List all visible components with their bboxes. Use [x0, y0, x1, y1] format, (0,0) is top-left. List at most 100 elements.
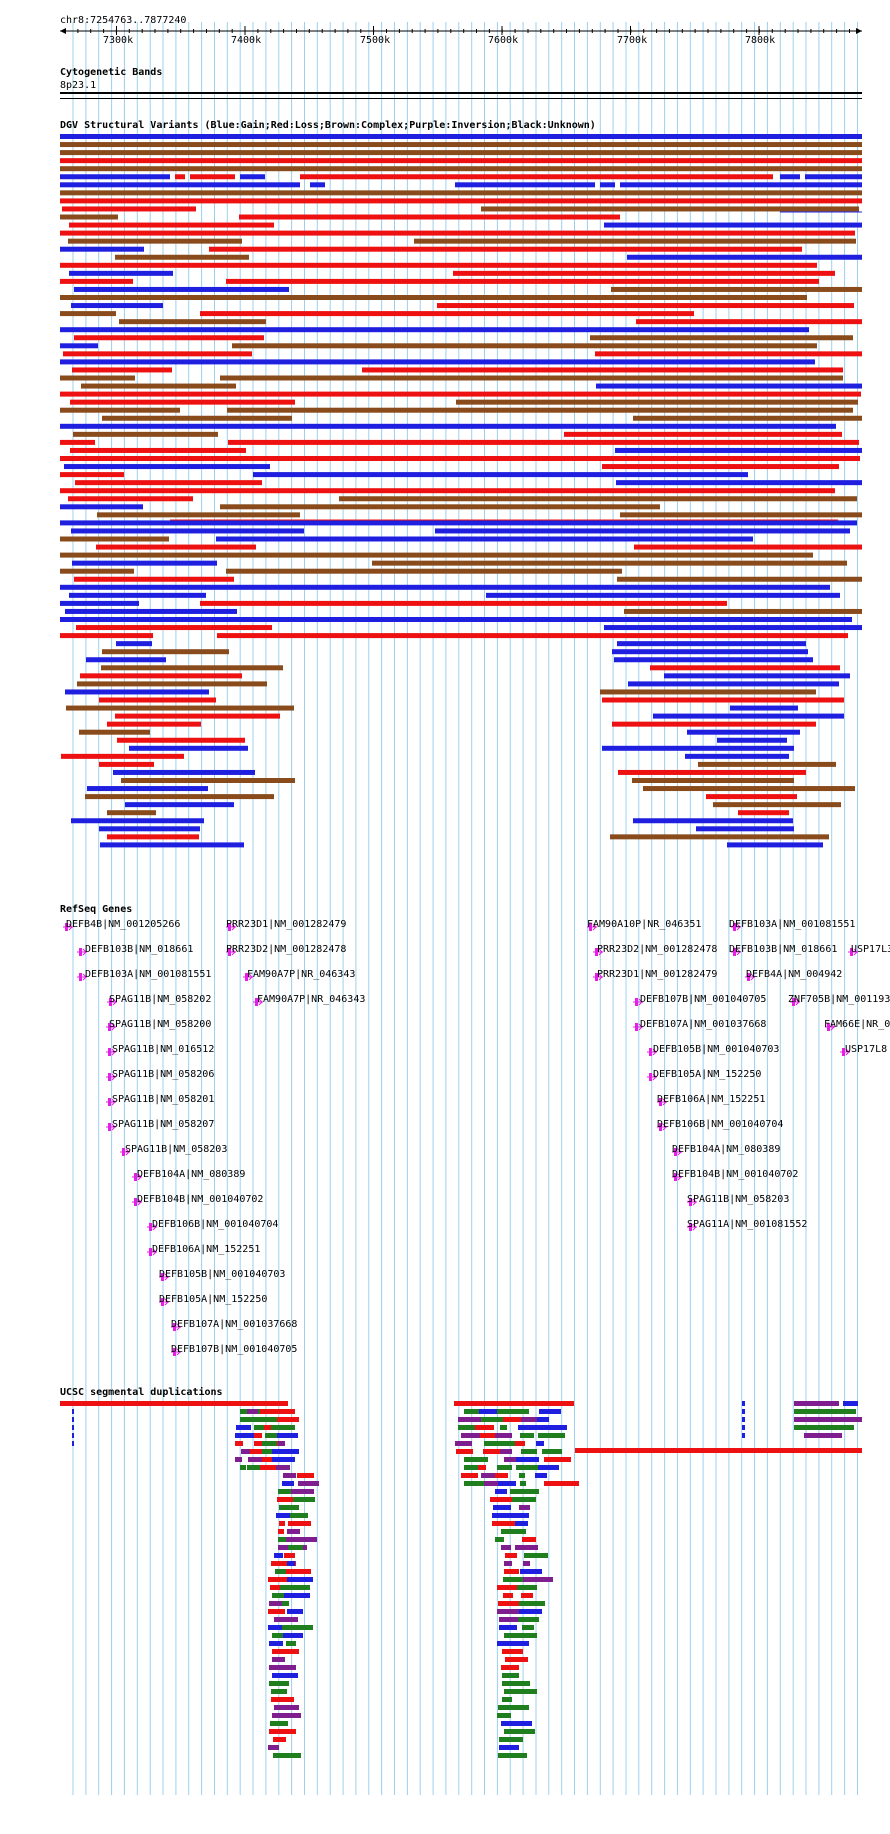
gene-label[interactable]: DEFB103B|NM_018661	[85, 944, 194, 955]
dgv-variant-bar	[600, 182, 615, 188]
dgv-variant-bar	[76, 625, 272, 631]
gene-exon-block	[108, 1023, 111, 1031]
segdup-bar	[505, 1657, 528, 1662]
gene-label[interactable]: DEFB103A|NM_001081551	[85, 969, 212, 980]
gene-label[interactable]: DEFB104A|NM_080389	[137, 1169, 246, 1180]
segdup-bar	[516, 1457, 539, 1462]
dgv-variant-bar	[70, 399, 295, 405]
dgv-variant-bar	[74, 286, 289, 292]
gene-label[interactable]: DEFB105B|NM_001040703	[653, 1044, 780, 1055]
dgv-variant-bar	[226, 568, 622, 574]
gene-label[interactable]: SPAG11B|NM_058203	[125, 1144, 228, 1155]
segdup-bar	[492, 1513, 522, 1518]
gene-label[interactable]: DEFB104A|NM_080389	[672, 1144, 781, 1155]
track-title-refseq[interactable]: RefSeq Genes	[60, 904, 133, 915]
segdup-bar	[268, 1625, 286, 1630]
segdup-bar	[271, 1697, 294, 1702]
gene-label[interactable]: DEFB4B|NM_001205266	[66, 919, 181, 930]
gene-label[interactable]: DEFB104B|NM_001040702	[137, 1194, 264, 1205]
gene-label[interactable]: DEFB103B|NM_018661	[729, 944, 838, 955]
gene-label[interactable]: DEFB105B|NM_001040703	[159, 1269, 286, 1280]
gene-label[interactable]: ZNF705B|NM_001193	[788, 994, 890, 1005]
track-title-dgv[interactable]: DGV Structural Variants (Blue:Gain;Red:L…	[60, 120, 596, 131]
gene-label[interactable]: SPAG11B|NM_058203	[687, 1194, 790, 1205]
gene-label[interactable]: PRR23D1|NM_001282479	[597, 969, 718, 980]
dgv-variant-bar	[617, 576, 862, 582]
segdup-bar	[279, 1521, 285, 1526]
dgv-variant-bar	[62, 206, 196, 212]
segdup-bar	[271, 1689, 287, 1694]
dgv-variant-bar	[99, 761, 154, 767]
gene-label[interactable]: FAM66E|NR_0	[824, 1019, 890, 1030]
segdup-bar	[504, 1561, 512, 1566]
gene-label[interactable]: SPAG11B|NM_058201	[112, 1094, 215, 1105]
segdup-bar	[490, 1497, 519, 1502]
segdup-bar	[483, 1449, 510, 1454]
segdup-bar	[504, 1729, 535, 1734]
segdup-bar	[500, 1449, 512, 1454]
segdup-bar	[495, 1433, 512, 1438]
gene-label[interactable]: SPAG11B|NM_058206	[112, 1069, 215, 1080]
segdup-bar	[519, 1601, 545, 1606]
gene-label[interactable]: USP17L8	[845, 1044, 888, 1055]
gene-label[interactable]: DEFB105A|NM_152250	[159, 1294, 268, 1305]
gene-label[interactable]: SPAG11B|NM_058207	[112, 1119, 215, 1130]
segdup-bar	[282, 1625, 313, 1630]
gene-label[interactable]: DEFB106B|NM_001040704	[152, 1219, 279, 1230]
gene-label[interactable]: SPAG11B|NM_016512	[112, 1044, 215, 1055]
dgv-variant-bar	[80, 673, 242, 679]
gene-label[interactable]: DEFB107A|NM_001037668	[640, 1019, 767, 1030]
gene-label[interactable]: SPAG11B|NM_058202	[109, 994, 212, 1005]
dgv-variant-bar	[86, 657, 166, 663]
gene-label[interactable]: DEFB106A|NM_152251	[152, 1244, 261, 1255]
dgv-variant-bar	[60, 423, 836, 429]
dgv-variant-bar	[604, 625, 862, 631]
dgv-variant-bar	[612, 721, 816, 727]
dgv-variant-bar	[228, 439, 859, 445]
gene-label[interactable]: USP17L3	[851, 944, 890, 955]
gene-label[interactable]: DEFB106B|NM_001040704	[657, 1119, 784, 1130]
gene-strand-arrow	[592, 923, 597, 931]
gene-strand-arrow	[662, 1123, 667, 1131]
gene-label[interactable]: DEFB107B|NM_001040705	[640, 994, 767, 1005]
dgv-variant-bar	[72, 367, 172, 373]
dgv-variant-bar	[227, 407, 853, 413]
dgv-variant-bar	[60, 311, 116, 317]
segdup-bar	[270, 1721, 288, 1726]
segdup-bar	[479, 1409, 498, 1414]
dgv-variant-bar	[60, 327, 809, 333]
dgv-variant-bar	[300, 174, 773, 180]
dgv-variant-bar	[240, 174, 265, 180]
gene-label[interactable]: DEFB4A|NM_004942	[746, 969, 843, 980]
gene-strand-arrow	[736, 948, 741, 956]
segdup-bar	[461, 1433, 480, 1438]
dgv-variant-bar	[61, 753, 184, 759]
gene-label[interactable]: DEFB105A|NM_152250	[653, 1069, 762, 1080]
segdup-bar	[461, 1473, 478, 1478]
gene-label[interactable]: SPAG11B|NM_058200	[109, 1019, 212, 1030]
segdup-bar	[519, 1473, 525, 1478]
dgv-variant-bar	[60, 134, 862, 139]
gene-label[interactable]: FAM90A10P|NR_046351	[587, 919, 702, 930]
dgv-variant-bar	[60, 182, 300, 188]
segdup-bar	[287, 1561, 295, 1566]
dgv-variant-bar	[633, 415, 862, 421]
segdup-bar	[260, 1409, 274, 1414]
gene-exon-block	[173, 1348, 176, 1356]
gene-label[interactable]: FAM90A7P|NR_046343	[247, 969, 356, 980]
gene-label[interactable]: DEFB104B|NM_001040702	[672, 1169, 799, 1180]
gene-label[interactable]: PRR23D1|NM_001282479	[226, 919, 347, 930]
segdup-bar	[518, 1529, 526, 1534]
gene-label[interactable]: DEFB107A|NM_001037668	[171, 1319, 298, 1330]
gene-label[interactable]: FAM90A7P|NR_046343	[257, 994, 366, 1005]
gene-label[interactable]: PRR23D2|NM_001282478	[226, 944, 347, 955]
gene-label[interactable]: DEFB107B|NM_001040705	[171, 1344, 298, 1355]
gene-label[interactable]: PRR23D2|NM_001282478	[597, 944, 718, 955]
segdup-bar	[742, 1433, 745, 1438]
track-title-segdup[interactable]: UCSC segmental duplications	[60, 1387, 223, 1398]
gene-label[interactable]: DEFB103A|NM_001081551	[729, 919, 856, 930]
gene-label[interactable]: SPAG11A|NM_001081552	[687, 1219, 808, 1230]
track-title-cytoband[interactable]: Cytogenetic Bands	[60, 67, 163, 78]
dgv-variant-bar	[453, 270, 835, 276]
gene-label[interactable]: DEFB106A|NM_152251	[657, 1094, 766, 1105]
